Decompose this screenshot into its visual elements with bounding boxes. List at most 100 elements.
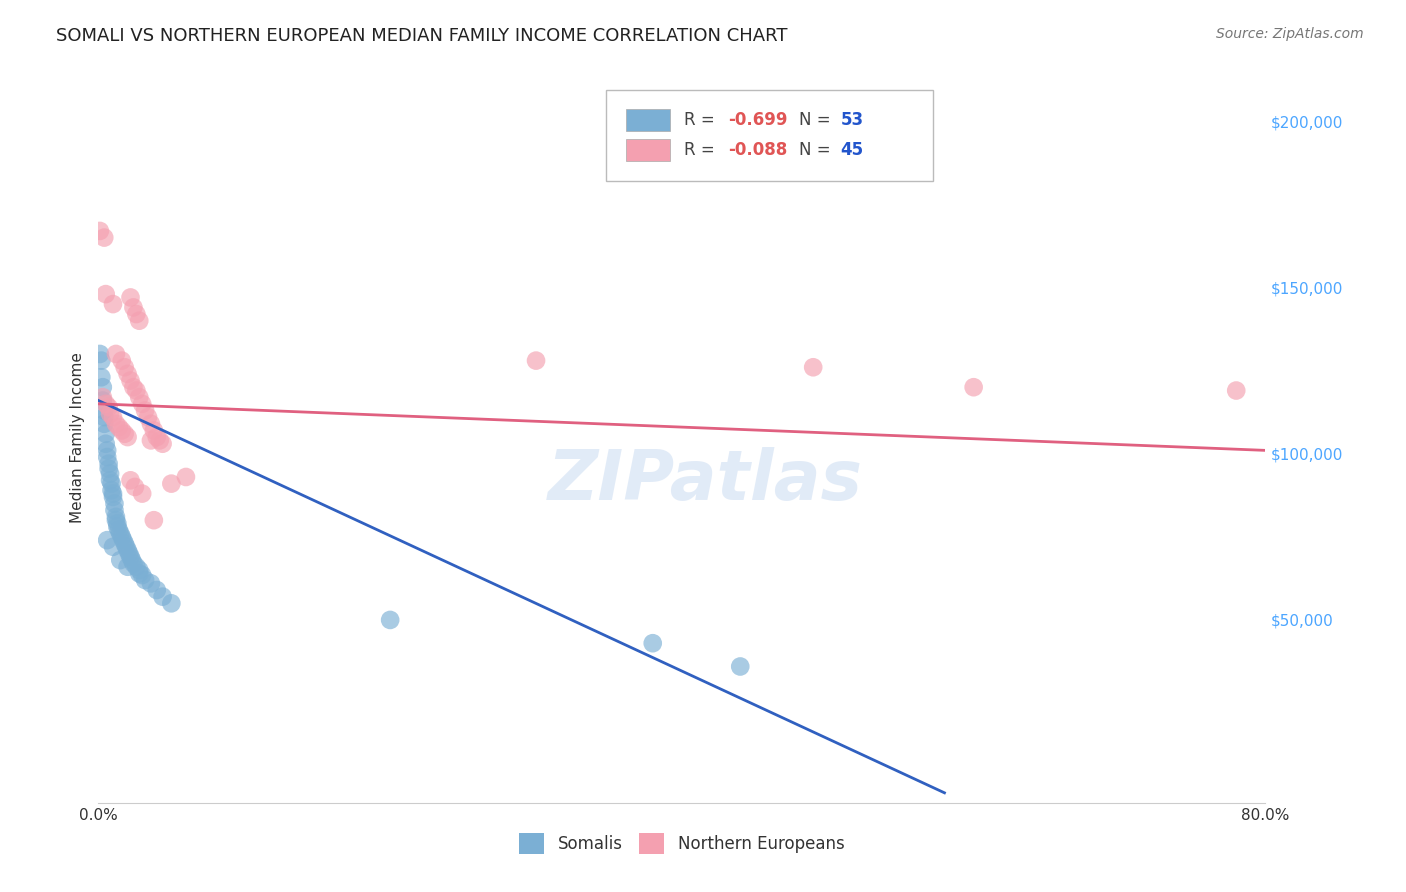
Point xyxy=(120,549,142,564)
Point xyxy=(93,410,115,425)
Point xyxy=(121,553,143,567)
Point xyxy=(136,410,159,425)
Point xyxy=(128,390,150,404)
Point xyxy=(103,503,125,517)
Point xyxy=(104,347,127,361)
Point xyxy=(139,417,162,431)
Text: -0.699: -0.699 xyxy=(728,112,789,129)
Point xyxy=(101,486,124,500)
Point xyxy=(146,430,169,444)
Text: SOMALI VS NORTHERN EUROPEAN MEDIAN FAMILY INCOME CORRELATION CHART: SOMALI VS NORTHERN EUROPEAN MEDIAN FAMIL… xyxy=(56,27,787,45)
Point xyxy=(90,353,112,368)
Point xyxy=(101,540,124,554)
Point xyxy=(122,557,145,571)
Point xyxy=(91,380,114,394)
Point xyxy=(98,473,121,487)
Point xyxy=(110,526,132,541)
Point xyxy=(174,470,197,484)
Point xyxy=(101,297,124,311)
Point xyxy=(96,443,118,458)
Point xyxy=(112,533,135,548)
Point xyxy=(108,420,131,434)
Point xyxy=(118,546,141,560)
Point xyxy=(94,426,117,441)
Point xyxy=(94,397,117,411)
Point xyxy=(120,374,142,388)
Point xyxy=(97,461,120,475)
Point xyxy=(1225,384,1247,398)
Point xyxy=(134,403,156,417)
Text: N =: N = xyxy=(799,112,835,129)
Point xyxy=(103,497,125,511)
Point xyxy=(104,509,127,524)
Point xyxy=(120,473,142,487)
Point xyxy=(98,467,121,481)
Point xyxy=(101,410,124,425)
Point xyxy=(98,407,121,421)
Point xyxy=(96,450,118,464)
Point xyxy=(93,230,115,244)
Y-axis label: Median Family Income: Median Family Income xyxy=(69,351,84,523)
Text: ZIPatlas: ZIPatlas xyxy=(548,448,863,515)
Point xyxy=(131,397,153,411)
Point xyxy=(160,476,183,491)
FancyBboxPatch shape xyxy=(606,90,932,181)
Point xyxy=(139,576,162,591)
Point xyxy=(122,301,145,315)
Point xyxy=(152,590,174,604)
Point xyxy=(124,480,146,494)
Legend: Somalis, Northern Europeans: Somalis, Northern Europeans xyxy=(513,827,851,860)
Point xyxy=(96,533,118,548)
Point xyxy=(131,568,153,582)
Point xyxy=(125,307,148,321)
Point xyxy=(117,367,139,381)
Point xyxy=(524,353,547,368)
Point xyxy=(89,224,111,238)
Text: 53: 53 xyxy=(841,112,863,129)
Point xyxy=(94,287,117,301)
Point xyxy=(115,540,138,554)
Point xyxy=(117,543,139,558)
Text: Source: ZipAtlas.com: Source: ZipAtlas.com xyxy=(1216,27,1364,41)
FancyBboxPatch shape xyxy=(626,139,671,161)
Point xyxy=(380,613,402,627)
Point xyxy=(94,436,117,450)
Point xyxy=(114,360,136,375)
Point xyxy=(128,566,150,581)
Point xyxy=(142,513,165,527)
Point xyxy=(962,380,984,394)
Point xyxy=(142,424,165,438)
Point xyxy=(93,403,115,417)
Point xyxy=(139,434,162,448)
FancyBboxPatch shape xyxy=(626,110,671,131)
Point xyxy=(641,636,664,650)
Point xyxy=(100,483,122,498)
Point xyxy=(93,417,115,431)
Point xyxy=(97,457,120,471)
Point xyxy=(104,513,127,527)
Point xyxy=(152,436,174,450)
Point xyxy=(122,380,145,394)
Point xyxy=(128,314,150,328)
Text: N =: N = xyxy=(799,141,835,160)
Point xyxy=(120,290,142,304)
Point xyxy=(114,426,136,441)
Point xyxy=(128,563,150,577)
Point xyxy=(97,400,120,414)
Point xyxy=(125,559,148,574)
Point xyxy=(111,353,134,368)
Point xyxy=(801,360,824,375)
Point xyxy=(89,347,111,361)
Point xyxy=(108,523,131,537)
Point xyxy=(111,424,134,438)
Point xyxy=(125,384,148,398)
Text: R =: R = xyxy=(685,141,720,160)
Text: R =: R = xyxy=(685,112,720,129)
Point xyxy=(117,559,139,574)
Point xyxy=(117,430,139,444)
Point xyxy=(91,393,114,408)
Point xyxy=(146,582,169,597)
Point xyxy=(101,490,124,504)
Point xyxy=(149,434,172,448)
Point xyxy=(110,553,132,567)
